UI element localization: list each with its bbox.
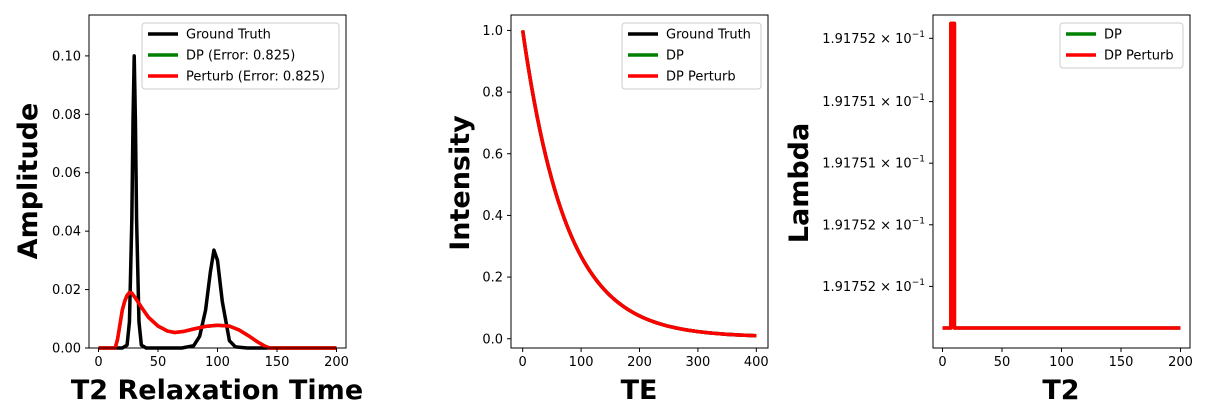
legend-label: DP: [1104, 28, 1122, 43]
y-tick-label: 0.6: [482, 147, 503, 162]
y-tick-label: 0.4: [482, 209, 503, 224]
x-tick-label: 400: [744, 355, 769, 370]
y-tick-label: 0.06: [52, 166, 81, 181]
x-tick-label: 50: [150, 355, 167, 370]
series-line-3: [98, 290, 337, 350]
y-tick-label: 0.04: [52, 225, 81, 240]
x-tick-label: 150: [265, 355, 290, 370]
legend-label: DP: [666, 49, 684, 64]
series-line-3: [520, 30, 757, 338]
x-tick-label: 100: [1049, 355, 1074, 370]
x-tick-label: 100: [569, 355, 594, 370]
y-tick-label: 1.91752 × 10−1: [822, 216, 925, 233]
x-axis-label: TE: [621, 375, 658, 406]
x-axis-label: T2 Relaxation Time: [71, 375, 363, 406]
y-tick-label: 1.91752 × 10−1: [822, 278, 925, 295]
y-tick-label: 1.91751 × 10−1: [822, 155, 925, 172]
legend-label: Perturb (Error: 0.825): [186, 70, 325, 85]
y-tick-label: 0.8: [482, 86, 503, 101]
legend-box: [141, 22, 340, 90]
series-line-1: [942, 21, 1181, 330]
y-tick-label: 0.10: [52, 49, 81, 64]
y-axis-label: Amplitude: [13, 103, 44, 260]
series-line-2: [942, 21, 1181, 330]
legend-label: DP (Error: 0.825): [186, 49, 295, 64]
x-tick-label: 300: [685, 355, 710, 370]
legend-label: Ground Truth: [186, 28, 271, 43]
y-axis-label: Lambda: [784, 123, 815, 243]
y-tick-label: 1.91751 × 10−1: [822, 93, 925, 110]
legend-label: DP Perturb: [666, 70, 736, 85]
legend-label: Ground Truth: [666, 28, 751, 43]
series-line-1: [98, 54, 337, 350]
y-tick-label: 0.0: [482, 332, 503, 347]
y-tick-label: 0.02: [52, 283, 81, 298]
x-tick-label: 200: [1168, 355, 1193, 370]
chart-panel-1: 0 50 100 150 200 0.00 0.02 0.04 0.06 0.08 0.10 T2 R…: [13, 14, 363, 406]
x-tick-label: 0: [519, 355, 527, 370]
x-axis-label: T2: [1042, 375, 1079, 406]
y-tick-label: 1.91752 × 10−1: [822, 30, 925, 47]
series-line-2: [98, 290, 337, 350]
x-tick-label: 150: [1109, 355, 1134, 370]
y-tick-label: 0.00: [52, 342, 81, 357]
chart-panel-2: 0 100 200 300 400 0.0 0.2 0.4 0.6 0.8 1.0 TE Intensi…: [445, 14, 769, 406]
y-tick-label: 0.2: [482, 271, 503, 286]
x-tick-label: 0: [94, 355, 102, 370]
y-tick-label: 1.0: [482, 24, 503, 39]
x-tick-label: 50: [994, 355, 1011, 370]
x-tick-label: 200: [324, 355, 349, 370]
x-tick-label: 0: [938, 355, 946, 370]
legend-label: DP Perturb: [1104, 49, 1174, 64]
y-axis-label: Intensity: [445, 115, 476, 251]
y-tick-label: 0.08: [52, 108, 81, 123]
x-tick-label: 200: [627, 355, 652, 370]
chart-panel-3: 0 50 100 150 200 1.91751 × 10−1 1.91751 × 10−1…: [784, 14, 1193, 406]
x-tick-label: 100: [205, 355, 230, 370]
legend-box: [621, 22, 762, 90]
